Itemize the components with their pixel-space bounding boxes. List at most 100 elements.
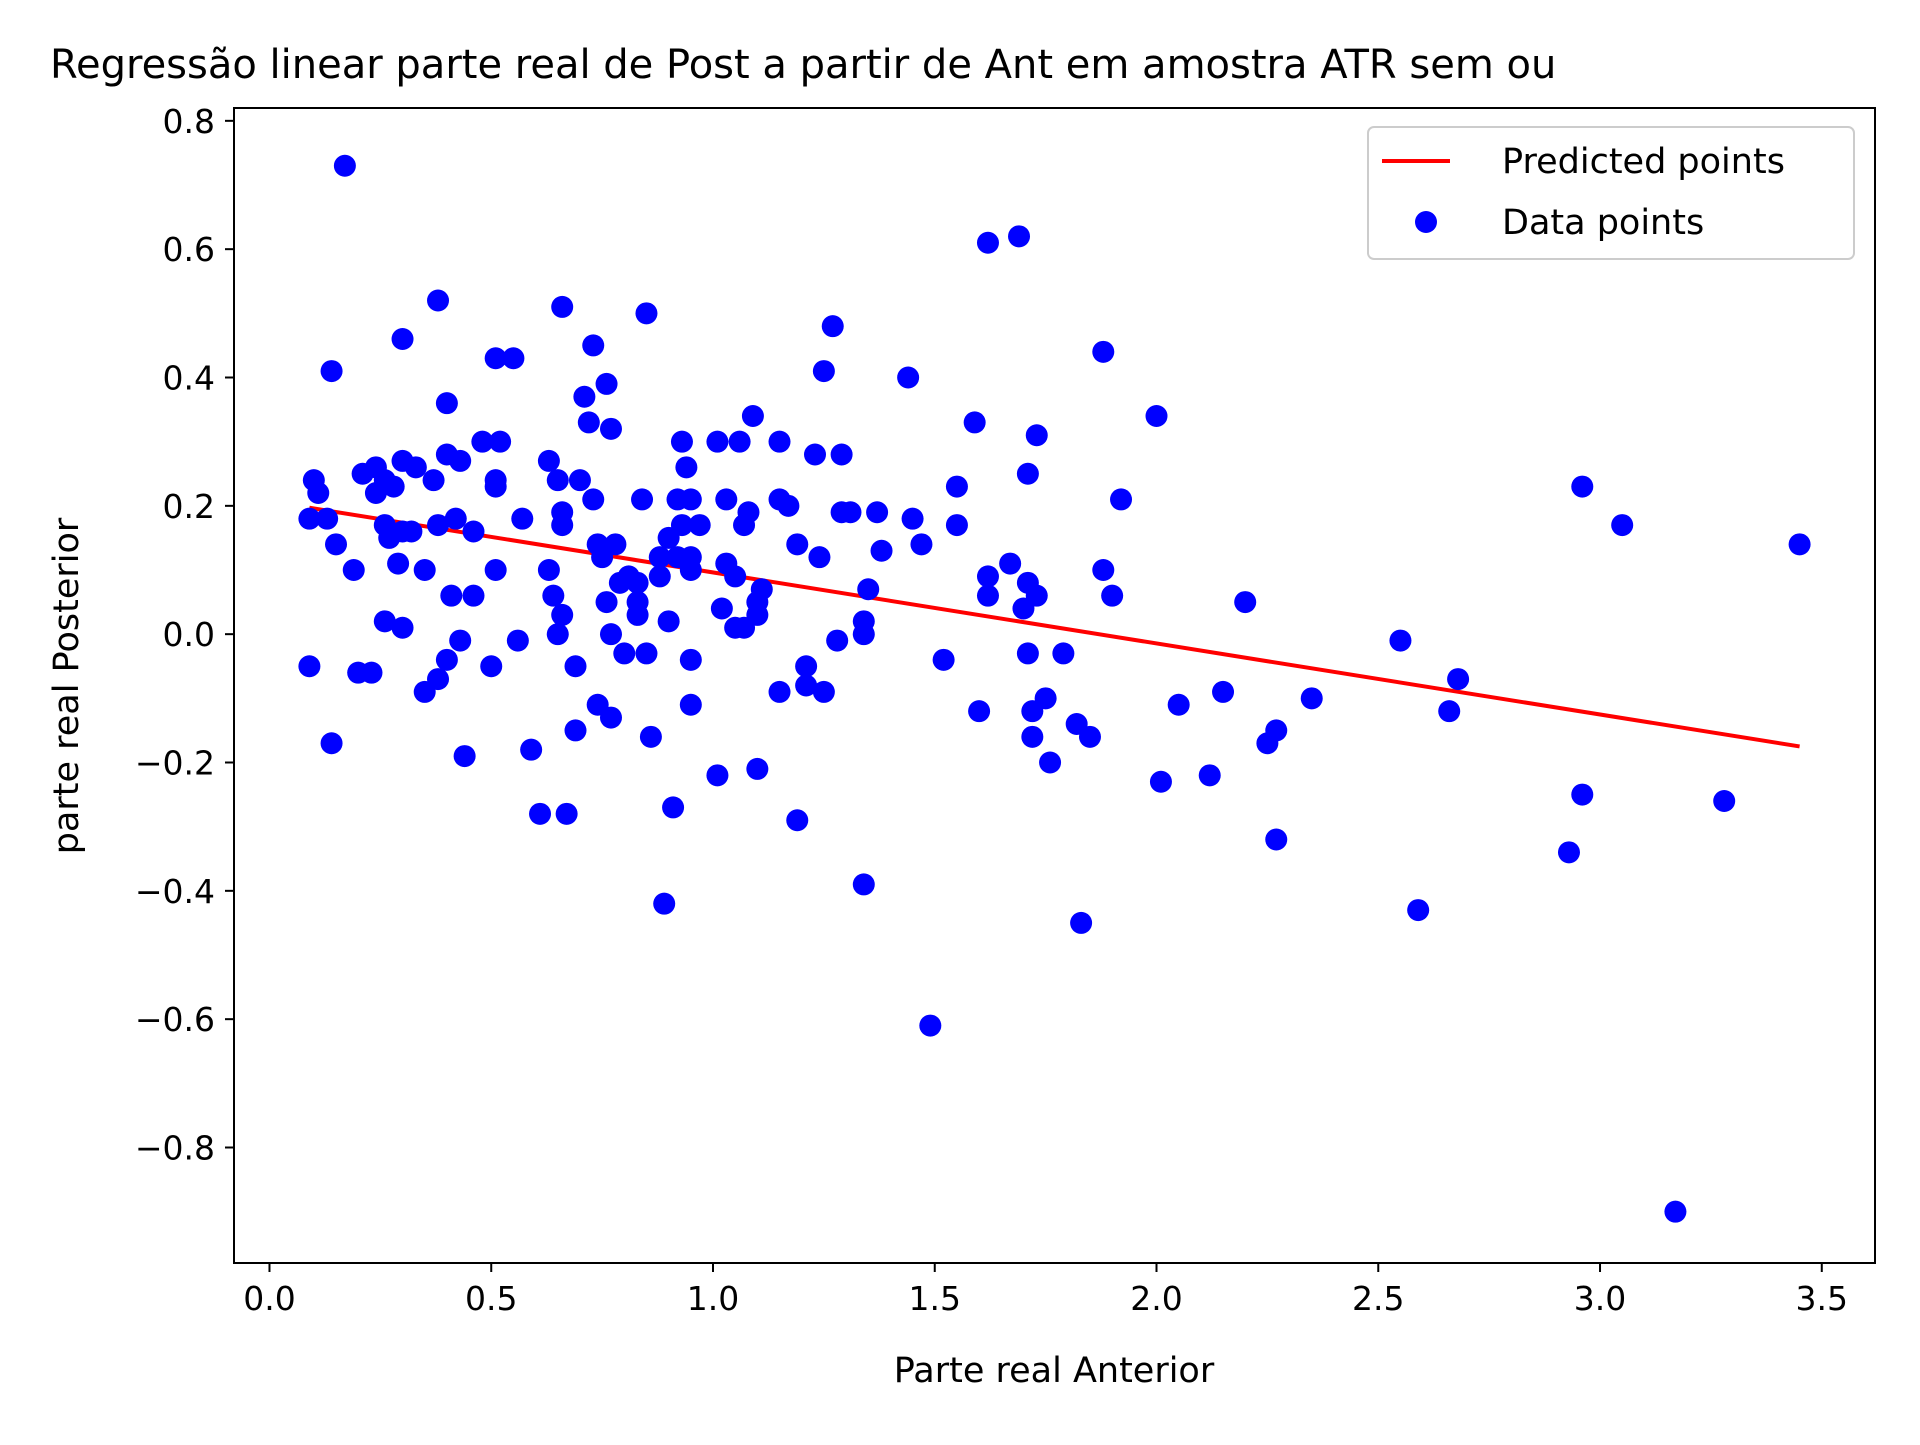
data-point [870, 539, 893, 562]
data-point [670, 430, 693, 453]
data-point [1571, 475, 1594, 498]
data-point [639, 725, 662, 748]
data-point [648, 565, 671, 588]
data-point [999, 552, 1022, 575]
data-point [582, 334, 605, 357]
data-point [360, 661, 383, 684]
data-point [1407, 899, 1430, 922]
data-point [422, 469, 445, 492]
data-point [1101, 584, 1124, 607]
data-point [542, 584, 565, 607]
data-point [733, 616, 756, 639]
data-point [1212, 680, 1235, 703]
data-point [413, 680, 436, 703]
data-point [351, 462, 374, 485]
data-point [635, 302, 658, 325]
data-point [444, 507, 467, 530]
data-point [551, 514, 574, 537]
data-point [706, 764, 729, 787]
data-point [857, 578, 880, 601]
legend-label-predicted: Predicted points [1502, 142, 1785, 182]
data-point [1016, 642, 1039, 665]
data-point [706, 430, 729, 453]
data-point [427, 289, 450, 312]
data-point [555, 802, 578, 825]
data-point [635, 642, 658, 665]
y-tick-label: −0.2 [135, 744, 215, 783]
data-point [298, 655, 321, 678]
data-point [866, 501, 889, 524]
data-point [1438, 700, 1461, 723]
data-point [733, 514, 756, 537]
data-point [413, 559, 436, 581]
data-point [897, 366, 920, 389]
data-point [1611, 514, 1634, 537]
x-tick-label: 0.5 [465, 1279, 517, 1318]
data-point [378, 526, 401, 549]
data-point [1256, 732, 1279, 755]
x-tick-label: 2.0 [1130, 1279, 1182, 1318]
data-point [333, 154, 356, 177]
data-point [631, 488, 654, 511]
data-point [945, 514, 968, 537]
data-point [626, 603, 649, 626]
data-point [400, 520, 423, 543]
data-point [435, 648, 458, 671]
data-point [529, 802, 552, 825]
legend-label-data: Data points [1502, 203, 1704, 243]
data-point [1389, 629, 1412, 652]
data-point [657, 526, 680, 549]
data-point [1008, 225, 1031, 248]
data-point [546, 469, 569, 492]
data-point [1145, 405, 1168, 427]
data-point [821, 315, 844, 338]
data-point [795, 674, 818, 697]
data-point [1092, 559, 1115, 581]
data-point [724, 565, 747, 588]
data-point [546, 623, 569, 646]
data-point [391, 616, 414, 639]
data-point [852, 623, 875, 646]
data-point [373, 610, 396, 633]
data-point [320, 732, 343, 755]
data-point [462, 520, 485, 543]
data-point [728, 430, 751, 453]
data-point [786, 533, 809, 556]
legend: Predicted points Data points [1367, 126, 1855, 260]
data-point [679, 648, 702, 671]
data-point [449, 629, 472, 652]
data-point [573, 385, 596, 408]
data-point [320, 360, 343, 383]
data-point [511, 507, 534, 530]
data-point [342, 559, 365, 581]
data-point [577, 411, 600, 434]
data-point [364, 482, 387, 504]
data-point [786, 809, 809, 832]
data-point [1012, 597, 1035, 620]
x-tick-label: 3.5 [1796, 1279, 1848, 1318]
x-tick-label: 1.0 [687, 1279, 739, 1318]
data-point [1021, 700, 1044, 723]
chart-title: Regressão linear parte real de Post a pa… [50, 42, 1556, 88]
data-point [1052, 642, 1075, 665]
data-point [932, 648, 955, 671]
data-point [1300, 687, 1323, 710]
data-point [812, 360, 835, 383]
data-point [1078, 725, 1101, 748]
x-axis-ticks: 0.0 0.5 1.0 1.5 2.0 2.5 3.0 3.5 [243, 1263, 1848, 1318]
y-axis-ticks: −0.8 −0.6 −0.4 −0.2 0.0 0.2 0.4 0.6 0.8 [135, 102, 234, 1168]
data-point [489, 430, 512, 453]
data-point [564, 719, 587, 742]
data-point [480, 655, 503, 678]
data-point [484, 347, 507, 370]
data-point [1713, 790, 1736, 812]
y-tick-label: −0.4 [135, 872, 215, 911]
data-point [427, 514, 450, 537]
data-point [551, 603, 574, 626]
data-point [582, 488, 605, 511]
data-point [662, 796, 685, 819]
data-point [1788, 533, 1811, 556]
data-point [852, 873, 875, 896]
data-point [648, 546, 671, 569]
data-point [910, 533, 933, 556]
